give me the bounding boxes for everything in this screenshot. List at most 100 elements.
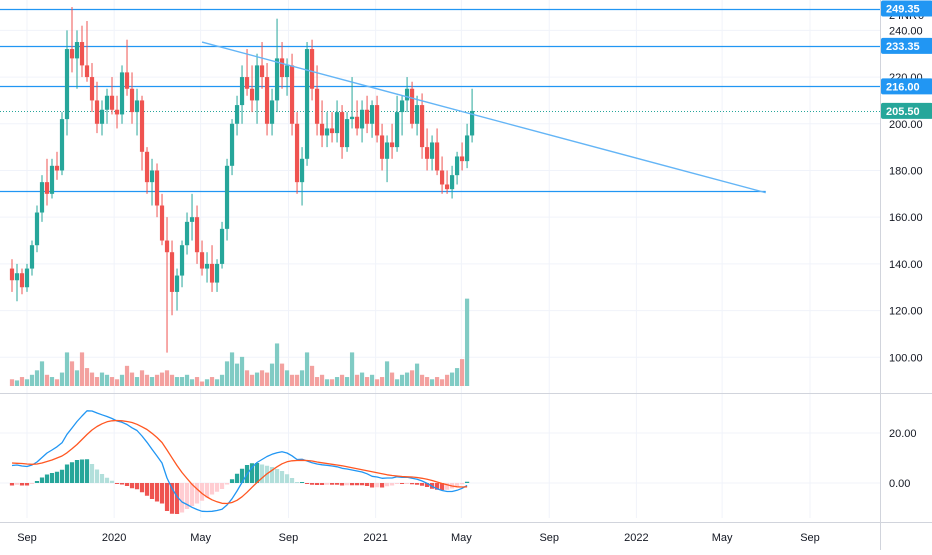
- candle-body: [344, 119, 350, 148]
- volume-bar: [234, 363, 240, 386]
- candle-body: [104, 95, 110, 110]
- macd-histogram-bar: [324, 483, 330, 485]
- volume-bar: [449, 372, 455, 386]
- candle-body: [259, 65, 265, 78]
- candle-body: [54, 165, 60, 171]
- volume-bar: [204, 379, 210, 386]
- candle-body: [49, 165, 55, 194]
- candle-body: [454, 156, 460, 176]
- level-price-label: 233.35: [886, 41, 920, 53]
- candle-body: [309, 49, 315, 89]
- candle-body: [154, 170, 160, 206]
- candle-body: [369, 105, 375, 124]
- candle-body: [79, 42, 85, 66]
- x-tick-label: Sep: [539, 532, 559, 544]
- macd-histogram-bar: [379, 483, 385, 488]
- volume-bar: [239, 356, 245, 386]
- level-price-tag: [881, 37, 932, 54]
- trend-line[interactable]: [201, 41, 766, 194]
- candle-body: [59, 119, 65, 171]
- volume-bar: [29, 374, 35, 386]
- volume-bar: [414, 363, 420, 386]
- y-tick-label: 140.00: [889, 259, 923, 271]
- macd-histogram-bar: [339, 483, 345, 486]
- candle-body: [464, 135, 470, 162]
- macd-histogram-bar: [29, 483, 35, 484]
- y-tick-label: 160.00: [889, 212, 923, 224]
- volume-bar: [164, 370, 170, 386]
- macd-histogram-bar: [444, 483, 450, 490]
- macd-histogram-bar: [234, 473, 240, 483]
- macd-histogram-bar: [209, 483, 215, 495]
- volume-bar: [154, 374, 160, 386]
- volume-bar: [229, 352, 235, 386]
- macd-histogram-bar: [364, 483, 370, 486]
- volume-bar: [124, 365, 130, 386]
- macd-histogram-bar: [134, 483, 140, 490]
- volume-bar: [419, 374, 425, 386]
- volume-bar: [214, 379, 220, 386]
- volume-bar: [294, 374, 300, 386]
- y-tick-label: 180.00: [889, 165, 923, 177]
- volume-bar: [349, 352, 355, 386]
- volume-bar: [49, 377, 55, 386]
- candle-body: [144, 151, 150, 183]
- macd-histogram-bar: [64, 464, 70, 483]
- macd-histogram-bar: [419, 483, 425, 486]
- macd-histogram-bar: [384, 483, 390, 487]
- descending-trend-line[interactable]: [201, 41, 766, 194]
- volume-bar: [304, 352, 310, 386]
- candle-body: [139, 100, 145, 152]
- candle-body: [339, 112, 345, 148]
- candle-body: [439, 170, 445, 185]
- macd-histogram-bar: [214, 483, 220, 492]
- macd-histogram-bar: [199, 483, 205, 501]
- candle-body: [29, 245, 35, 269]
- volume-bar: [264, 372, 270, 386]
- volume-bar: [249, 374, 255, 386]
- macd-line: [11, 410, 468, 513]
- candle-body: [19, 273, 25, 288]
- macd-histogram-bar: [169, 483, 175, 514]
- macd-histogram-bar: [124, 483, 130, 486]
- y-tick-label: 200.00: [889, 119, 923, 131]
- candle-body: [264, 77, 270, 124]
- macd-histogram-bar: [204, 483, 210, 498]
- macd-histogram-bar: [464, 481, 470, 483]
- macd-histogram-bar: [404, 483, 410, 484]
- volume-bar: [14, 380, 20, 386]
- volume-bar: [209, 377, 215, 386]
- macd-histogram-bar: [109, 480, 115, 483]
- macd-histogram-bar: [434, 483, 440, 490]
- volume-bar: [104, 374, 110, 386]
- candle-body: [174, 275, 180, 292]
- candle-body: [314, 88, 320, 124]
- candle-body: [269, 100, 275, 124]
- volume-bar: [79, 352, 85, 386]
- volume-bar: [114, 379, 120, 386]
- candle-body: [279, 58, 285, 78]
- macd-histogram-bar: [139, 483, 145, 493]
- level-price-label: 249.35: [886, 4, 920, 16]
- volume-bar: [9, 379, 15, 386]
- candle-body: [334, 112, 340, 134]
- volume-bar: [334, 377, 340, 386]
- macd-panel: [9, 410, 470, 514]
- macd-histogram-bar: [79, 459, 85, 483]
- candle-body: [274, 58, 280, 101]
- y-tick-label: 120.00: [889, 306, 923, 318]
- candle-body: [389, 142, 395, 148]
- macd-histogram-bar: [94, 469, 100, 483]
- macd-histogram-bar: [294, 482, 300, 483]
- volume-bar: [374, 379, 380, 386]
- macd-histogram-bar: [224, 483, 230, 485]
- volume-bar: [89, 372, 95, 386]
- volume-bar: [454, 368, 460, 386]
- candle-body: [199, 252, 205, 269]
- macd-histogram-bar: [179, 483, 185, 513]
- macd-histogram-bar: [299, 482, 305, 483]
- volume-bar: [274, 343, 280, 386]
- macd-histogram-bar: [304, 483, 310, 484]
